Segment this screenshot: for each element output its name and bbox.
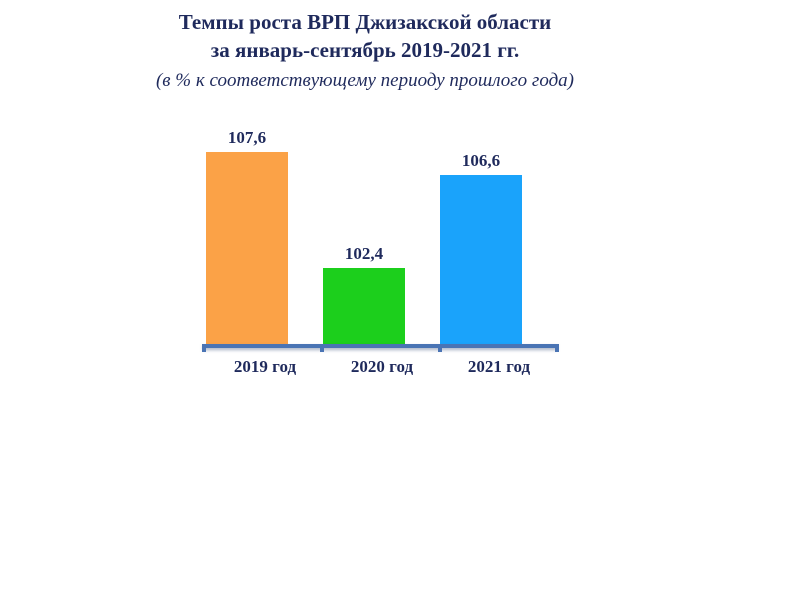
- x-tick-label-2019: 2019 год: [233, 357, 297, 376]
- x-axis-tick: [438, 344, 442, 352]
- x-axis-tick: [555, 344, 559, 352]
- chart-title-line-1: Темпы роста ВРП Джизакской области: [178, 10, 552, 34]
- x-tick-label-2020: 2020 год: [350, 357, 414, 376]
- value-label-2020: 102,4: [344, 244, 384, 263]
- chart-subtitle: (в % к соответствующему периоду прошлого…: [155, 70, 575, 91]
- x-tick-label-2021: 2021 год: [467, 357, 531, 376]
- bar-2020: [323, 268, 405, 344]
- x-axis-tick: [202, 344, 206, 352]
- value-label-2021: 106,6: [461, 151, 501, 170]
- x-axis-tick: [320, 344, 324, 352]
- bar-2021: [440, 175, 522, 344]
- value-label-2019: 107,6: [227, 128, 267, 147]
- bar-2019: [206, 152, 288, 344]
- x-axis-line: [203, 344, 557, 348]
- chart-title-line-2: за январь-сентябрь 2019-2021 гг.: [210, 38, 520, 62]
